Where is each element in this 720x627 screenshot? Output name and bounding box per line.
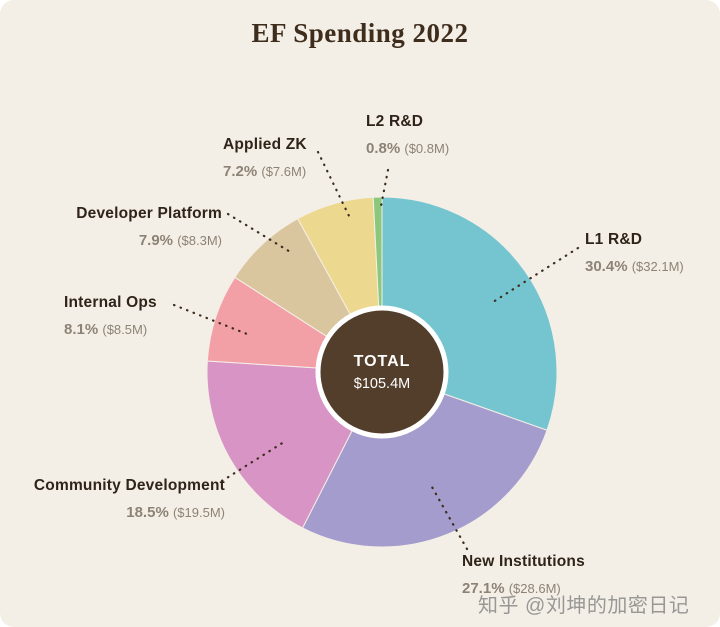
label-new-institutions: New Institutions 27.1% ($28.6M) — [462, 552, 585, 598]
category-value-new-institutions: ($28.6M) — [508, 581, 561, 596]
category-value-applied-zk: ($7.6M) — [261, 164, 307, 179]
category-stat-developer-platform: 7.9% ($8.3M) — [40, 232, 222, 250]
category-stat-community-development: 18.5% ($19.5M) — [15, 504, 225, 522]
category-percent-new-institutions: 27.1% — [462, 580, 505, 597]
label-community-development: Community Development 18.5% ($19.5M) — [15, 476, 225, 522]
donut-center-circle — [315, 305, 449, 439]
category-stat-l2-rd: 0.8% ($0.8M) — [366, 140, 449, 158]
category-name-applied-zk: Applied ZK — [223, 136, 307, 153]
category-value-internal-ops: ($8.5M) — [102, 322, 148, 337]
category-value-l1-rd: ($32.1M) — [631, 259, 684, 274]
category-percent-applied-zk: 7.2% — [223, 163, 258, 180]
leader-line-new-institutions — [430, 485, 469, 551]
donut-center-text: TOTAL $105.4M — [302, 352, 462, 394]
leader-line-l2-rd — [379, 168, 390, 208]
category-stat-applied-zk: 7.2% ($7.6M) — [223, 163, 307, 181]
leader-line-developer-platform — [226, 212, 294, 255]
category-percent-l2-rd: 0.8% — [366, 140, 401, 157]
total-label: TOTAL — [353, 353, 411, 370]
label-internal-ops: Internal Ops 8.1% ($8.5M) — [64, 293, 157, 339]
total-value: $105.4M — [353, 376, 411, 392]
category-value-l2-rd: ($0.8M) — [404, 141, 450, 156]
category-value-developer-platform: ($8.3M) — [177, 233, 222, 248]
chart-title: EF Spending 2022 — [251, 18, 469, 48]
category-stat-internal-ops: 8.1% ($8.5M) — [64, 321, 157, 339]
label-developer-platform: Developer Platform 7.9% ($8.3M) — [40, 204, 222, 250]
category-name-internal-ops: Internal Ops — [64, 294, 157, 311]
category-name-l1-rd: L1 R&D — [585, 231, 643, 248]
watermark: 知乎 @刘坤的加密日记 — [478, 595, 690, 617]
category-name-l2-rd: L2 R&D — [366, 113, 424, 130]
category-percent-community-development: 18.5% — [126, 504, 169, 521]
category-percent-l1-rd: 30.4% — [585, 258, 628, 275]
category-name-new-institutions: New Institutions — [462, 553, 585, 570]
category-percent-developer-platform: 7.9% — [138, 232, 174, 249]
category-name-community-development: Community Development — [33, 477, 225, 494]
leader-line-internal-ops — [172, 303, 254, 338]
category-stat-new-institutions: 27.1% ($28.6M) — [462, 580, 585, 598]
category-percent-internal-ops: 8.1% — [64, 321, 99, 338]
label-applied-zk: Applied ZK 7.2% ($7.6M) — [223, 135, 307, 181]
leader-lines — [172, 150, 580, 551]
label-l1-rd: L1 R&D 30.4% ($32.1M) — [585, 230, 684, 276]
category-stat-l1-rd: 30.4% ($32.1M) — [585, 258, 684, 276]
category-value-community-development: ($19.5M) — [172, 505, 225, 520]
label-l2-rd: L2 R&D 0.8% ($0.8M) — [366, 112, 449, 158]
category-name-developer-platform: Developer Platform — [76, 205, 222, 222]
